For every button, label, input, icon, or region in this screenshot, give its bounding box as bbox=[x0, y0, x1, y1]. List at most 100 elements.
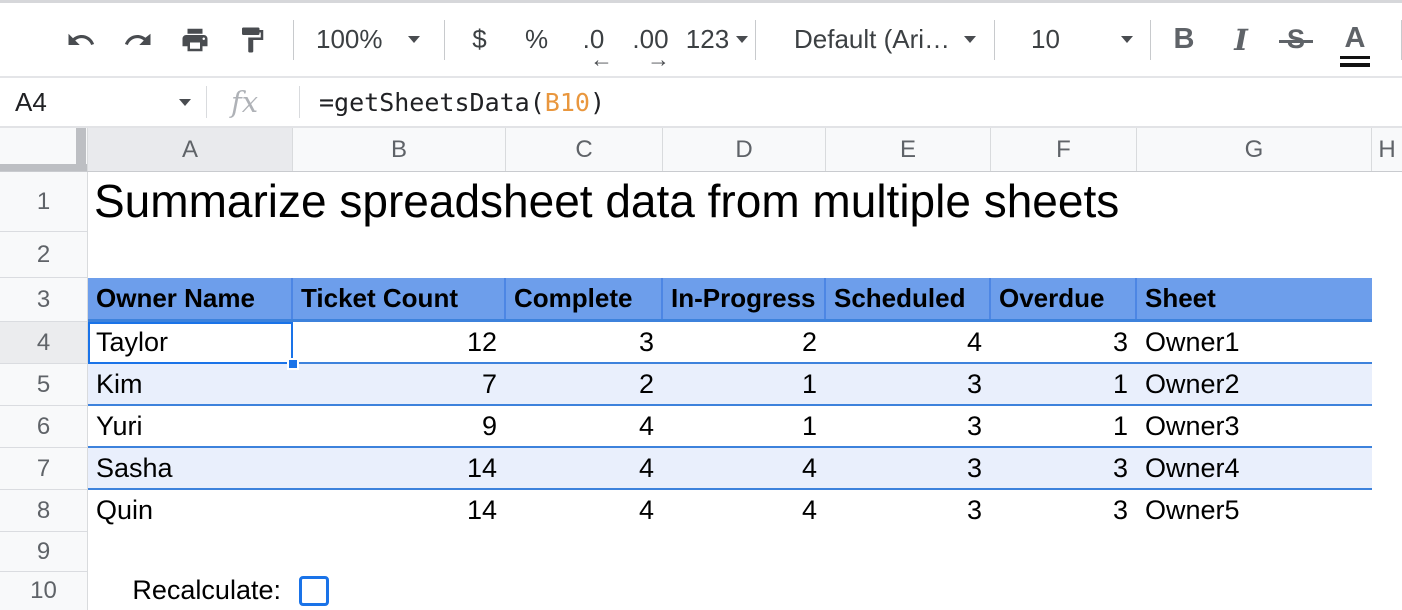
more-formats-button[interactable]: 123 bbox=[679, 3, 755, 77]
table-cell[interactable]: Sasha bbox=[96, 453, 173, 483]
table-cell[interactable]: 3 bbox=[1112, 327, 1128, 357]
toolbar-divider bbox=[1150, 19, 1151, 60]
column-header-row: A B C D E F G H bbox=[0, 128, 1402, 172]
table-cell[interactable]: Owner5 bbox=[1145, 495, 1240, 525]
table-cell[interactable]: 14 bbox=[466, 453, 497, 483]
chevron-down-icon bbox=[736, 36, 749, 43]
table-cell[interactable]: 3 bbox=[1112, 453, 1128, 483]
font-size-select[interactable]: 10 bbox=[1031, 24, 1133, 55]
currency-format-button[interactable]: $ bbox=[451, 3, 508, 77]
row-header-9[interactable]: 9 bbox=[0, 532, 87, 572]
table-cell[interactable]: 4 bbox=[801, 453, 817, 483]
italic-label: I bbox=[1234, 22, 1248, 57]
table-cell[interactable]: Owner2 bbox=[1145, 369, 1240, 399]
table-cell[interactable]: Kim bbox=[96, 369, 143, 399]
table-header-in-progress[interactable]: In-Progress bbox=[663, 278, 826, 319]
undo-button[interactable] bbox=[65, 24, 97, 56]
chevron-down-icon bbox=[1121, 36, 1133, 43]
table-cell[interactable]: 1 bbox=[801, 369, 817, 399]
select-all-corner[interactable] bbox=[0, 128, 88, 171]
recalculate-checkbox[interactable] bbox=[299, 576, 329, 606]
table-cell[interactable]: Quin bbox=[96, 495, 154, 525]
table-cell[interactable]: 3 bbox=[966, 453, 982, 483]
table-header-scheduled[interactable]: Scheduled bbox=[826, 278, 991, 319]
formula-range-reference: B10 bbox=[544, 87, 590, 117]
table-header-sheet[interactable]: Sheet bbox=[1145, 283, 1216, 313]
table-cell[interactable]: 3 bbox=[966, 411, 982, 441]
bold-button[interactable]: B bbox=[1161, 3, 1207, 77]
row-header-5[interactable]: 5 bbox=[0, 364, 87, 406]
row-header-2[interactable]: 2 bbox=[0, 232, 87, 278]
table-cell[interactable]: 2 bbox=[638, 369, 654, 399]
table-cell[interactable]: Owner4 bbox=[1145, 453, 1240, 483]
chevron-down-icon bbox=[179, 98, 191, 106]
table-cell[interactable]: 9 bbox=[481, 411, 497, 441]
table-cell[interactable]: 3 bbox=[966, 369, 982, 399]
table-cell[interactable]: Owner1 bbox=[1145, 327, 1240, 357]
percent-format-button[interactable]: % bbox=[508, 3, 565, 77]
row-header-10[interactable]: 10 bbox=[0, 572, 87, 610]
table-cell[interactable]: 1 bbox=[801, 411, 817, 441]
paint-format-button[interactable] bbox=[236, 24, 268, 56]
table-cell[interactable]: 7 bbox=[481, 369, 497, 399]
table-cell[interactable]: 4 bbox=[801, 495, 817, 525]
column-header-F[interactable]: F bbox=[991, 128, 1137, 171]
row-header-8[interactable]: 8 bbox=[0, 490, 87, 532]
name-box[interactable]: A4 bbox=[0, 78, 206, 126]
increase-decimals-button[interactable]: .00 → bbox=[622, 3, 679, 77]
print-icon bbox=[182, 28, 208, 51]
column-header-B[interactable]: B bbox=[293, 128, 506, 171]
table-cell[interactable]: 3 bbox=[966, 495, 982, 525]
table-header-ticket-count[interactable]: Ticket Count bbox=[293, 278, 506, 319]
table-cell[interactable]: 12 bbox=[466, 327, 497, 357]
table-cell[interactable]: Taylor bbox=[96, 327, 169, 357]
table-cell[interactable]: Owner3 bbox=[1145, 411, 1240, 441]
column-header-A[interactable]: A bbox=[88, 128, 293, 171]
row-header-6[interactable]: 6 bbox=[0, 406, 87, 448]
toolbar: 100% $ % .0 ← .00 → 123 bbox=[0, 3, 1402, 78]
table-header-owner-name[interactable]: Owner Name bbox=[88, 278, 293, 319]
table-cell[interactable]: 2 bbox=[801, 327, 817, 357]
formula-input[interactable]: =getSheetsData(B10) bbox=[319, 88, 605, 117]
table-header-overdue[interactable]: Overdue bbox=[991, 278, 1137, 319]
column-header-C[interactable]: C bbox=[506, 128, 663, 171]
sheet-title-cell[interactable]: Summarize spreadsheet data from multiple… bbox=[94, 175, 1120, 227]
strikethrough-button[interactable]: S bbox=[1273, 3, 1319, 77]
table-cell[interactable]: 4 bbox=[638, 411, 654, 441]
cell-reference-label: A4 bbox=[15, 86, 47, 117]
column-header-D[interactable]: D bbox=[663, 128, 826, 171]
row-header-7[interactable]: 7 bbox=[0, 448, 87, 490]
table-row: Yuri 9 4 1 3 1 Owner3 bbox=[88, 406, 1372, 448]
table-row: Quin 14 4 4 3 3 Owner5 bbox=[88, 490, 1372, 532]
print-button[interactable] bbox=[179, 24, 211, 56]
table-cell[interactable]: 4 bbox=[638, 495, 654, 525]
text-color-button[interactable]: A bbox=[1331, 3, 1379, 77]
table-row: Taylor 12 3 2 4 3 Owner1 bbox=[88, 322, 1372, 364]
column-header-E[interactable]: E bbox=[826, 128, 991, 171]
font-select[interactable]: Default (Ari… bbox=[794, 24, 976, 55]
table-cell[interactable]: 3 bbox=[638, 327, 654, 357]
column-header-G[interactable]: G bbox=[1137, 128, 1372, 171]
table-cell[interactable]: 4 bbox=[966, 327, 982, 357]
table-cell[interactable]: 3 bbox=[1112, 495, 1128, 525]
table-cell[interactable]: 4 bbox=[638, 453, 654, 483]
recalculate-label-cell[interactable]: Recalculate: bbox=[132, 575, 281, 605]
formula-bar: A4 fx =getSheetsData(B10) bbox=[0, 78, 1402, 128]
row-header-4[interactable]: 4 bbox=[0, 322, 87, 364]
fill-handle[interactable] bbox=[287, 358, 299, 370]
decrease-decimals-button[interactable]: .0 ← bbox=[565, 3, 622, 77]
zoom-select[interactable]: 100% bbox=[316, 24, 420, 55]
column-header-H[interactable]: H bbox=[1372, 128, 1402, 171]
italic-button[interactable]: I bbox=[1221, 3, 1261, 77]
row-header-3[interactable]: 3 bbox=[0, 278, 87, 322]
row-header-1[interactable]: 1 bbox=[0, 172, 87, 232]
table-cell[interactable]: 1 bbox=[1112, 369, 1128, 399]
zoom-level-label: 100% bbox=[316, 24, 383, 54]
redo-button[interactable] bbox=[122, 24, 154, 56]
table-header-complete[interactable]: Complete bbox=[506, 278, 663, 319]
formula-bar-divider bbox=[206, 86, 207, 118]
table-cell[interactable]: 1 bbox=[1112, 411, 1128, 441]
table-cell[interactable]: 14 bbox=[466, 495, 497, 525]
table-cell[interactable]: Yuri bbox=[96, 411, 143, 441]
